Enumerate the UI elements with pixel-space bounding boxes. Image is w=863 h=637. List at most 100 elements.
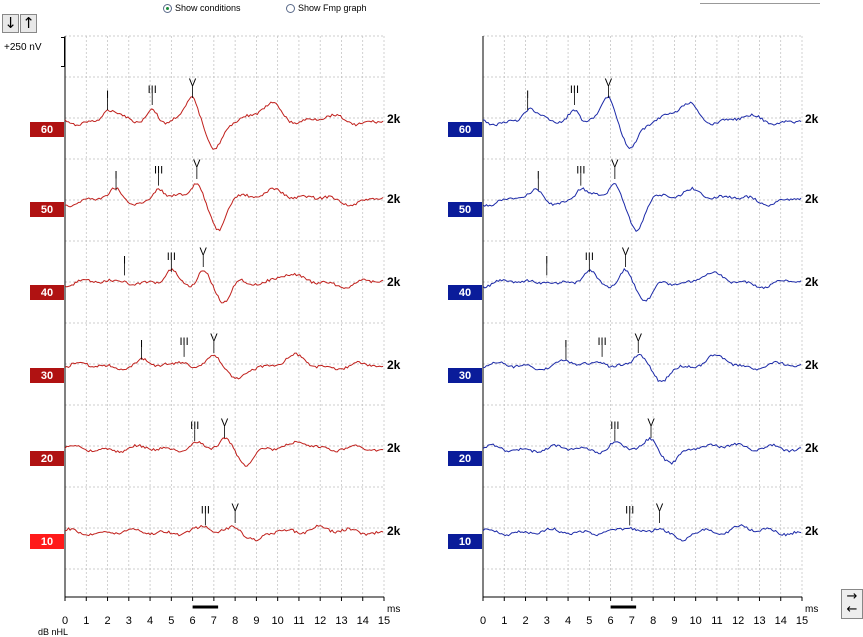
level-label-box	[30, 534, 64, 549]
level-label-box	[30, 368, 64, 383]
x-axis-unit: ms	[805, 604, 818, 615]
top-divider	[700, 0, 820, 4]
peak-label-V: V	[605, 77, 613, 89]
x-tick-label: 10	[272, 615, 284, 627]
arrow-left-icon: ←	[846, 602, 858, 617]
y-axis-unit: dB nHL	[38, 627, 68, 637]
level-label-50: 50	[41, 204, 53, 216]
x-tick-label: 2	[522, 615, 528, 627]
x-tick-label: 5	[168, 615, 174, 627]
x-tick-label: 1	[83, 615, 89, 627]
level-label-box	[30, 285, 64, 300]
x-tick-label: 1	[501, 615, 507, 627]
peak-label-III: III	[190, 420, 199, 432]
peak-label-V: V	[635, 332, 643, 344]
waveform-trace-10	[64, 524, 384, 542]
level-label-box	[448, 451, 482, 466]
peak-label-V: V	[647, 417, 655, 429]
show-fmp-label: Show Fmp graph	[298, 3, 367, 13]
show-fmp-graph-radio[interactable]: Show Fmp graph	[286, 3, 367, 13]
waveform-trace-50	[482, 182, 802, 233]
x-tick-label: 4	[565, 615, 571, 627]
x-tick-label: 0	[480, 615, 486, 627]
waveform-trace-40	[64, 268, 384, 304]
peak-label-V: V	[221, 417, 229, 429]
waveform-trace-20	[482, 436, 802, 465]
rate-label: 2k	[387, 358, 401, 372]
arrow-down-icon: ↓	[4, 14, 17, 32]
peak-label-III: III	[598, 336, 607, 348]
level-label-50: 50	[459, 204, 471, 216]
x-tick-label: 7	[629, 615, 635, 627]
level-label-10: 10	[459, 536, 471, 548]
peak-label-V: V	[231, 502, 239, 514]
x-tick-label: 8	[650, 615, 656, 627]
peak-label-I: I	[140, 339, 143, 351]
peak-label-I: I	[115, 169, 118, 181]
waveform-trace-40	[482, 267, 802, 302]
level-label-box	[30, 451, 64, 466]
x-tick-label: 8	[232, 615, 238, 627]
peak-label-III: III	[585, 251, 594, 263]
radio-selected-icon	[163, 3, 172, 13]
peak-label-V: V	[189, 77, 197, 89]
peak-label-I: I	[106, 89, 109, 101]
scale-down-button[interactable]: ↓	[2, 14, 19, 33]
level-label-box	[448, 285, 482, 300]
level-label-box	[448, 534, 482, 549]
peak-label-III: III	[625, 504, 634, 516]
level-label-40: 40	[459, 287, 471, 299]
x-tick-label: 12	[732, 615, 744, 627]
x-tick-label: 14	[775, 615, 787, 627]
x-tick-label: 7	[211, 615, 217, 627]
x-tick-label: 13	[753, 615, 765, 627]
waveform-trace-50	[65, 183, 384, 232]
rate-label: 2k	[805, 524, 819, 538]
peak-label-V: V	[193, 158, 201, 170]
pan-arrows-button[interactable]: → ←	[841, 589, 863, 619]
waveform-trace-60	[482, 95, 802, 150]
peak-label-III: III	[148, 84, 157, 96]
peak-label-I: I	[564, 339, 567, 351]
x-tick-label: 14	[357, 615, 369, 627]
x-tick-label: 9	[671, 615, 677, 627]
x-tick-label: 12	[314, 615, 326, 627]
rate-label: 2k	[805, 275, 819, 289]
scale-up-button[interactable]: ↑	[20, 14, 37, 33]
level-label-box	[30, 122, 64, 137]
level-label-60: 60	[459, 124, 471, 136]
show-conditions-radio[interactable]: Show conditions	[163, 3, 241, 13]
x-tick-label: 2	[104, 615, 110, 627]
peak-label-III: III	[180, 336, 189, 348]
rate-label: 2k	[805, 441, 819, 455]
peak-label-III: III	[201, 504, 210, 516]
level-label-20: 20	[41, 453, 53, 465]
x-tick-label: 9	[253, 615, 259, 627]
radio-unselected-icon	[286, 3, 295, 13]
rate-label: 2k	[805, 358, 819, 372]
waveform-trace-30	[482, 353, 802, 382]
peak-label-III: III	[570, 84, 579, 96]
level-label-box	[30, 202, 64, 217]
peak-label-I: I	[545, 254, 548, 266]
level-label-60: 60	[41, 124, 53, 136]
level-label-10: 10	[41, 536, 53, 548]
x-axis-unit: ms	[387, 604, 400, 615]
show-conditions-label: Show conditions	[175, 3, 241, 13]
rate-label: 2k	[387, 441, 401, 455]
amplitude-scale-label: +250 nV	[4, 42, 42, 53]
peak-label-III: III	[154, 165, 163, 177]
peak-label-V: V	[200, 246, 208, 258]
peak-label-V: V	[210, 332, 218, 344]
peak-label-III: III	[576, 165, 585, 177]
x-tick-label: 3	[544, 615, 550, 627]
x-tick-label: 6	[190, 615, 196, 627]
waveform-trace-30	[64, 352, 384, 380]
x-tick-label: 10	[690, 615, 702, 627]
arrow-up-icon: ↑	[22, 14, 35, 32]
x-tick-label: 4	[147, 615, 153, 627]
rate-label: 2k	[805, 112, 819, 126]
